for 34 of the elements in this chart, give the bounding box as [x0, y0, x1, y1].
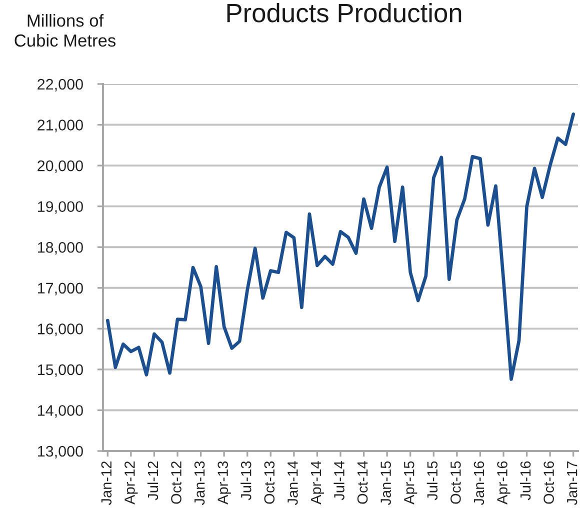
x-tick-label: Apr-16 [497, 461, 510, 504]
x-tick-label: Jan-15 [380, 461, 391, 506]
x-tick-label: Oct-15 [450, 461, 461, 504]
y-tick-label: 13,000 [38, 446, 83, 458]
x-tick-label: Jan-13 [194, 461, 205, 506]
chart-title: Products Production [227, 3, 462, 22]
x-tick-label: Jul-15 [426, 461, 438, 500]
x-tick-label: Apr-13 [218, 461, 231, 504]
y-tick-label: 17,000 [38, 282, 83, 296]
x-tick-label: Jan-14 [288, 461, 298, 506]
y-tick-label: 19,000 [38, 201, 83, 214]
x-tick-label: Apr-12 [124, 461, 138, 504]
x-tick-label: Jul-12 [147, 461, 158, 500]
line-series [106, 112, 576, 381]
x-tick-label: Jul-13 [240, 461, 252, 500]
y-tick-label: 18,000 [38, 242, 83, 255]
x-tick-label: Jul-16 [520, 461, 531, 500]
x-tick-label: Jul-14 [334, 461, 344, 500]
x-tick-label: Oct-14 [357, 461, 368, 504]
y-tick-label: 14,000 [38, 405, 83, 418]
x-tick-label: Oct-16 [544, 461, 554, 504]
x-tick-label: Apr-14 [310, 461, 324, 504]
x-tick-label: Jan-17 [567, 461, 578, 506]
y-tick-label: 22,000 [38, 78, 83, 92]
y-axis-title: Millions of Cubic Metres [14, 14, 116, 47]
x-tick-label: Jan-16 [474, 461, 484, 506]
y-tick-label: 20,000 [38, 160, 83, 174]
y-tick-label: 21,000 [38, 120, 83, 132]
y-tick-label: 15,000 [38, 364, 83, 377]
x-tick-label: Oct-12 [171, 461, 182, 504]
x-tick-label: Apr-15 [404, 461, 418, 504]
x-tick-label: Jan-12 [101, 461, 112, 506]
y-tick-label: 16,000 [38, 324, 83, 336]
x-tick-label: Oct-13 [264, 461, 275, 504]
